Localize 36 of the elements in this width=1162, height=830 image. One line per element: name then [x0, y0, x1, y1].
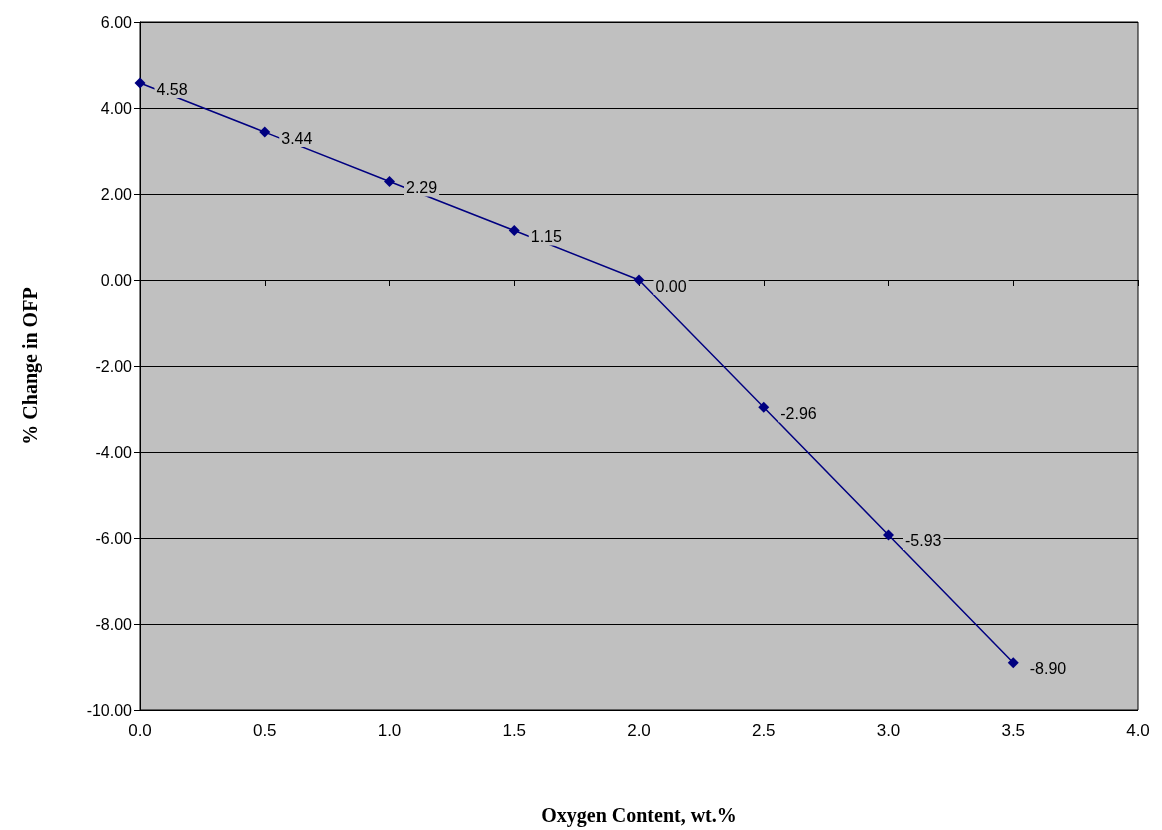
- x-tick-label: 0.0: [128, 721, 152, 740]
- y-tick-label: -10.00: [86, 701, 133, 719]
- text: 1.15: [530, 228, 562, 246]
- point: [883, 529, 894, 541]
- x-tick-label: 3.5: [1001, 721, 1026, 740]
- text: -2.96: [780, 404, 817, 422]
- text: 2.29: [406, 179, 438, 197]
- x-tick-label: 1.0: [377, 721, 402, 740]
- point: [1007, 657, 1019, 669]
- point: [134, 77, 146, 89]
- y-tick-label: 6.00: [100, 13, 133, 31]
- y-tick-label: -4.00: [95, 443, 133, 461]
- x-tick-label: 1.5: [502, 721, 527, 740]
- y-axis-title: % Change in OFP: [19, 287, 42, 445]
- point: [259, 126, 271, 138]
- y-tick-label: 0.00: [100, 271, 133, 289]
- x-tick-label: 2.0: [627, 721, 651, 740]
- x-tick-label: 3.0: [876, 721, 901, 740]
- text: -5.93: [905, 532, 942, 550]
- x-tick-label: 0.5: [252, 721, 277, 740]
- text: 3.44: [281, 129, 313, 147]
- text: 4.58: [156, 80, 188, 98]
- y-tick-label: -8.00: [95, 615, 133, 633]
- text: 0.00: [655, 277, 687, 295]
- point: [508, 225, 520, 237]
- y-tick-label: -2.00: [95, 357, 133, 375]
- point: [758, 401, 770, 413]
- text: -8.90: [1029, 660, 1067, 678]
- point: [384, 176, 395, 188]
- y-tick-label: 2.00: [100, 185, 133, 203]
- y-tick-label: 4.00: [100, 99, 133, 117]
- x-tick-label: 2.5: [751, 721, 776, 740]
- y-tick-label: -6.00: [95, 529, 133, 547]
- point: [633, 274, 645, 286]
- x-axis-title: Oxygen Content, wt.%: [541, 804, 737, 827]
- x-tick-label: 4.0: [1126, 721, 1150, 740]
